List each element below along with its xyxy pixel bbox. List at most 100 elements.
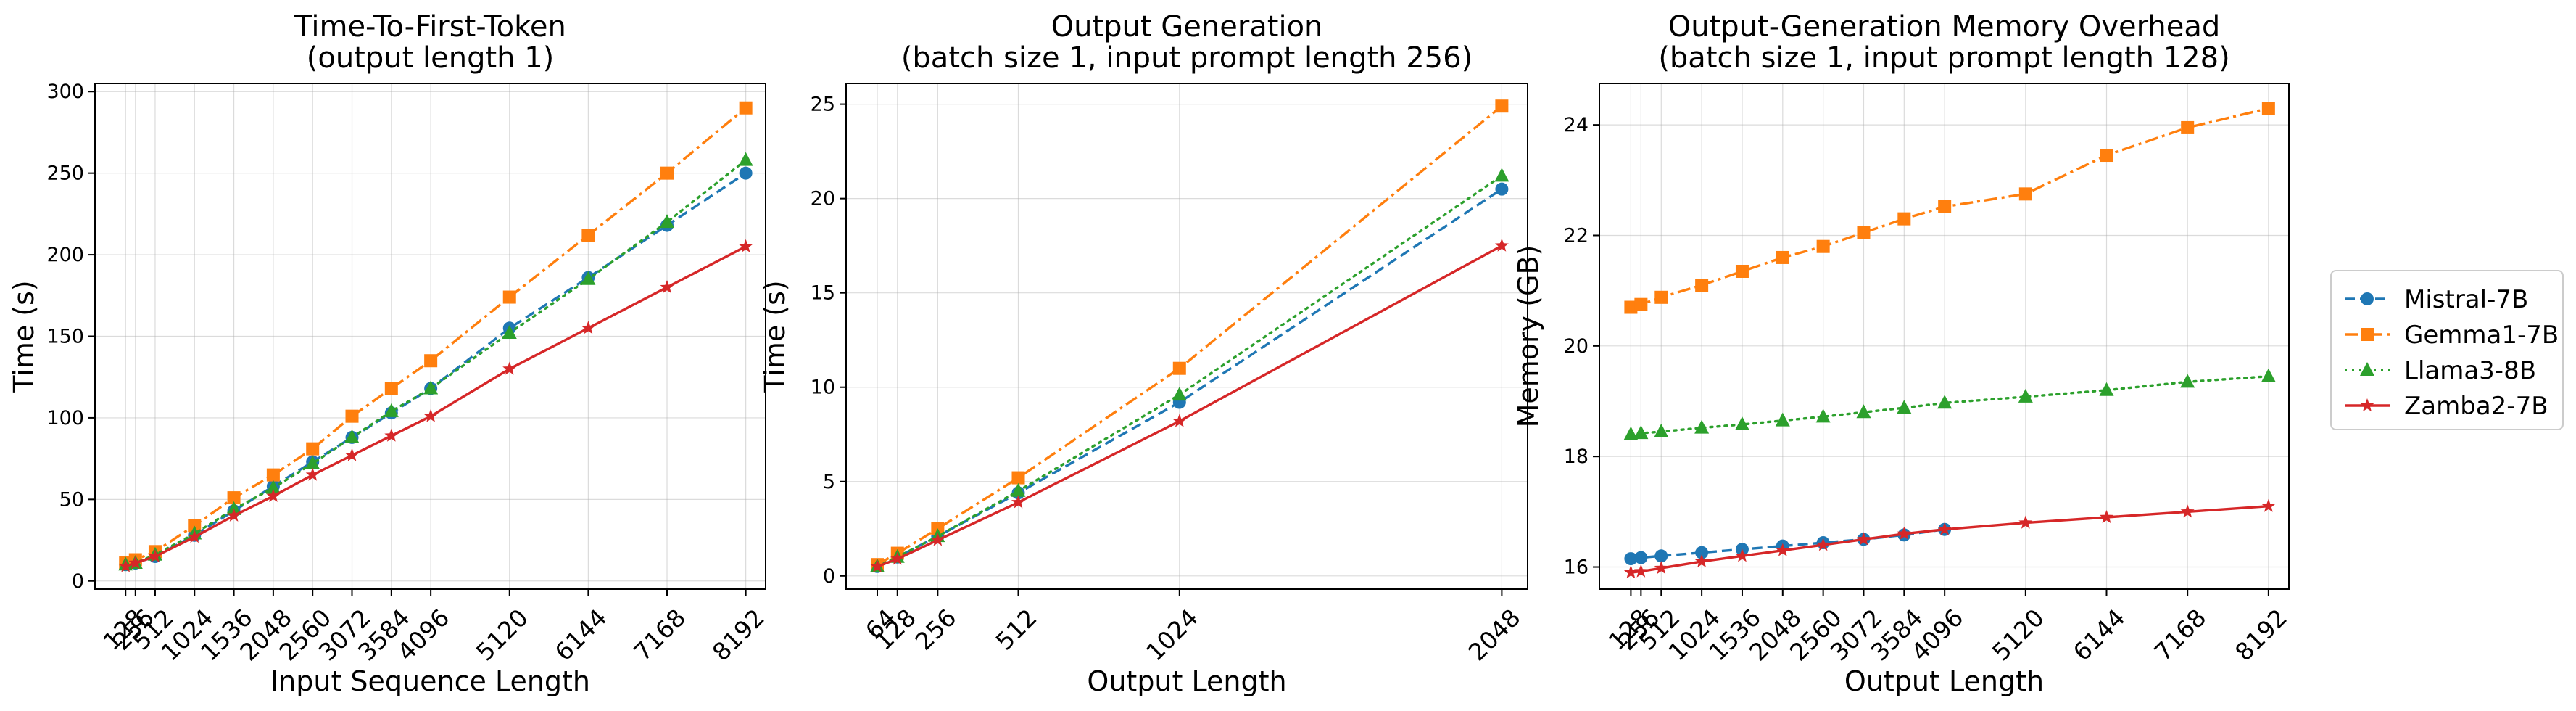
data-point-zamba2-7b [1694, 554, 1709, 567]
data-point-mistral-7b [1695, 546, 1709, 559]
data-point-zamba2-7b [1897, 526, 1911, 540]
data-point-gemma1-7b [1938, 200, 1952, 213]
y-tick-label: 150 [46, 326, 84, 348]
data-point-gemma1-7b [739, 101, 753, 115]
data-point-zamba2-7b [384, 428, 399, 442]
data-point-gemma1-7b [502, 290, 516, 304]
data-point-gemma1-7b [306, 442, 320, 456]
data-point-gemma1-7b [188, 519, 202, 533]
chart-title: Time-To-First-Token [294, 10, 566, 44]
data-point-gemma1-7b [384, 382, 398, 395]
x-tick-label: 5120 [471, 604, 534, 667]
data-point-gemma1-7b [2181, 120, 2195, 134]
data-point-gemma1-7b [424, 354, 438, 368]
x-tick-label: 1024 [1140, 604, 1204, 667]
x-axis-label: Input Sequence Length [270, 665, 590, 697]
data-point-zamba2-7b [1623, 565, 1638, 579]
legend: Mistral-7B Gemma1-7B Llama3-8B Zamba2-7B [2330, 270, 2564, 430]
data-point-gemma1-7b [2018, 187, 2032, 201]
data-point-zamba2-7b [1494, 238, 1509, 252]
data-point-gemma1-7b [345, 409, 359, 423]
data-point-gemma1-7b [1897, 212, 1911, 226]
data-point-zamba2-7b [739, 239, 753, 252]
data-point-llama3-8b [1623, 426, 1639, 440]
data-point-zamba2-7b [1857, 532, 1871, 546]
y-tick-label: 200 [46, 244, 84, 266]
data-point-zamba2-7b [148, 549, 162, 563]
series-line-llama3-8b [1629, 375, 2270, 436]
data-point-llama3-8b [581, 271, 596, 285]
x-tick-label: 512 [990, 604, 1043, 656]
data-point-gemma1-7b [1495, 99, 1509, 113]
data-point-llama3-8b [660, 214, 675, 229]
y-tick-label: 100 [46, 407, 84, 430]
series-line-llama3-8b [124, 158, 747, 566]
data-point-llama3-8b [1856, 404, 1871, 419]
chart-title: Output-Generation Memory Overhead [1668, 10, 2220, 44]
x-tick-label: 6144 [2068, 604, 2131, 667]
data-point-llama3-8b [384, 403, 399, 417]
data-point-zamba2-7b [423, 408, 438, 422]
x-tick-label: 8192 [2229, 604, 2293, 667]
data-point-llama3-8b [2261, 368, 2276, 382]
data-point-llama3-8b [1937, 395, 1952, 409]
y-tick-label: 0 [72, 570, 84, 593]
data-point-gemma1-7b [1776, 250, 1789, 264]
series-line-gemma1-7b [1630, 107, 2269, 309]
data-point-gemma1-7b [1857, 226, 1871, 239]
data-point-zamba2-7b [1172, 414, 1187, 427]
data-point-zamba2-7b [2100, 510, 2113, 524]
y-axis-label: Time (s) [759, 280, 791, 393]
data-point-gemma1-7b [1695, 279, 1709, 292]
data-point-llama3-8b [1694, 419, 1710, 434]
y-tick-label: 10 [811, 377, 835, 399]
y-tick-label: 250 [46, 163, 84, 185]
data-point-llama3-8b [1775, 412, 1790, 427]
legend-marker-gemma1-7b [2361, 328, 2374, 341]
data-point-zamba2-7b [930, 533, 945, 546]
data-point-gemma1-7b [1011, 471, 1025, 485]
y-tick-label: 20 [1564, 335, 1589, 358]
data-point-zamba2-7b [266, 488, 281, 502]
data-point-llama3-8b [1172, 387, 1187, 401]
data-point-llama3-8b [226, 501, 241, 515]
data-point-gemma1-7b [1816, 239, 1830, 253]
data-point-gemma1-7b [1624, 300, 1638, 314]
data-point-zamba2-7b [1816, 538, 1831, 551]
data-point-zamba2-7b [1937, 522, 1952, 535]
data-point-zamba2-7b [128, 556, 143, 570]
data-point-mistral-7b [1495, 182, 1509, 196]
data-point-llama3-8b [1633, 425, 1649, 440]
data-point-llama3-8b [2099, 382, 2114, 396]
data-point-llama3-8b [1494, 168, 1509, 182]
chart-panel-3: 1618202224128256512102415362048256030723… [1512, 10, 2293, 697]
data-point-zamba2-7b [870, 559, 885, 572]
x-tick-label: 6144 [550, 604, 613, 667]
legend-frame [2330, 270, 2564, 430]
series-line-llama3-8b [876, 174, 1504, 568]
chart-panel-1: 0501001502002503001282565121024153620482… [8, 10, 770, 697]
data-point-zamba2-7b [890, 551, 905, 565]
data-point-gemma1-7b [227, 491, 241, 505]
data-point-llama3-8b [344, 429, 360, 443]
data-point-gemma1-7b [1735, 264, 1749, 278]
data-point-llama3-8b [1897, 400, 1912, 414]
data-point-gemma1-7b [1634, 297, 1648, 311]
series-line-gemma1-7b [877, 104, 1503, 566]
data-point-mistral-7b [1624, 552, 1638, 566]
legend-label: Gemma1-7B [2404, 321, 2559, 350]
x-tick-label: 5120 [1987, 604, 2050, 667]
data-point-zamba2-7b [1776, 543, 1790, 556]
y-tick-label: 18 [1564, 445, 1589, 468]
chart-subtitle: (batch size 1, input prompt length 128) [1658, 41, 2229, 75]
y-tick-label: 15 [811, 282, 835, 305]
data-point-zamba2-7b [502, 361, 517, 375]
data-point-zamba2-7b [345, 448, 359, 461]
x-tick-label: 7168 [2148, 604, 2211, 667]
data-point-llama3-8b [1815, 408, 1831, 423]
data-point-gemma1-7b [581, 229, 595, 242]
data-point-zamba2-7b [1633, 564, 1648, 578]
x-axis-label: Output Length [1087, 665, 1286, 697]
data-point-gemma1-7b [266, 468, 280, 482]
